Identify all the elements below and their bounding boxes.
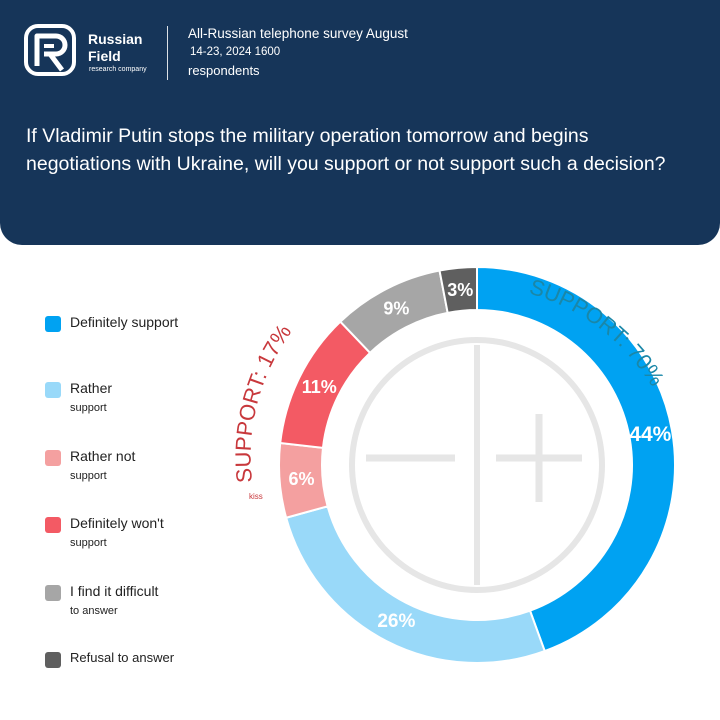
slice-label: 44%: [629, 423, 671, 446]
slice-label: 3%: [447, 280, 473, 300]
brand-name-line2: Field: [88, 48, 121, 64]
legend-label-line2: support: [70, 402, 107, 414]
slice-refusal-to-answer: [438, 265, 478, 314]
brand-tagline: research company: [89, 66, 147, 73]
support-total-text: SUPPORT: 70%: [527, 274, 670, 390]
legend-swatch: [45, 450, 61, 466]
legend-label-line2: support: [70, 470, 107, 482]
brand-name: Russian Field: [88, 31, 142, 65]
legend-swatch: [45, 382, 61, 398]
legend-label: Definitely support: [70, 314, 179, 330]
legend-label: Rather: [70, 380, 113, 396]
legend-swatch: [45, 652, 61, 668]
donut-slices: [278, 265, 676, 664]
legend-swatch: [45, 585, 61, 601]
legend-label-line2: to answer: [70, 605, 118, 617]
survey-dates: 14-23, 2024 1600: [190, 46, 281, 58]
russian-field-logo-icon: [24, 24, 76, 76]
legend-label: I find it difficult: [70, 583, 159, 599]
header-banner: Russian Field research company All-Russi…: [0, 0, 720, 245]
legend-swatch: [45, 517, 61, 533]
legend-label: Rather not: [70, 448, 136, 464]
header-divider: [167, 26, 168, 80]
slice-label: 6%: [289, 469, 315, 489]
slice-definitely-support: [476, 265, 676, 653]
brand-name-line1: Russian: [88, 31, 143, 47]
slice-labels: 44% 26% 6% 11% 9% 3%: [289, 280, 672, 632]
small-note: kiss: [249, 492, 263, 501]
slice-label: 26%: [377, 611, 415, 632]
slice-label: 11%: [302, 377, 337, 397]
survey-question: If Vladimir Putin stops the military ope…: [26, 125, 666, 175]
legend-swatch: [45, 316, 61, 332]
support-total-label: SUPPORT: 70%: [527, 274, 670, 390]
slice-label: 9%: [383, 299, 409, 319]
legend-label-line2: support: [70, 537, 107, 549]
legend-label: Refusal to answer: [70, 650, 175, 665]
survey-title: All-Russian telephone survey August: [188, 26, 408, 41]
survey-respondents: respondents: [188, 63, 260, 78]
legend-label: Definitely won't: [70, 515, 164, 531]
center-ring: [349, 337, 605, 593]
